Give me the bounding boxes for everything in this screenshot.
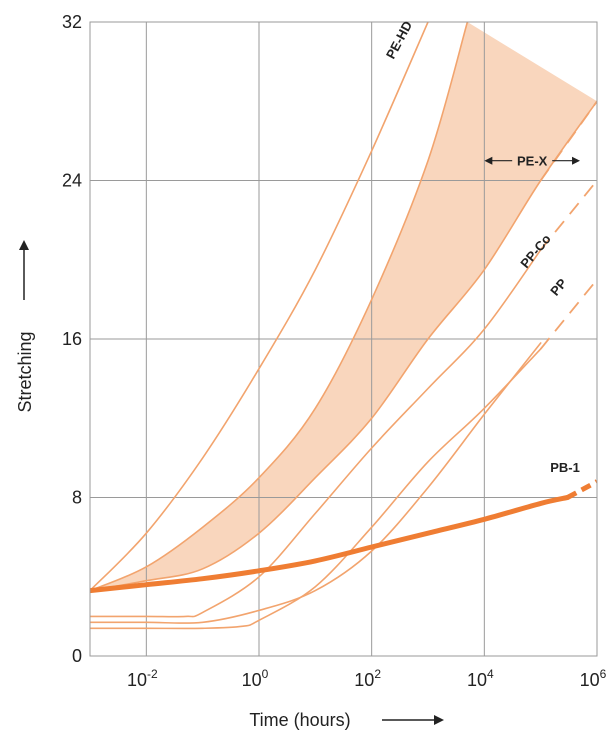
x-tick-base-1: 10: [242, 670, 262, 690]
series-line-unnamed-1: [90, 22, 469, 592]
series-layer: [90, 22, 597, 630]
y-tick-labels: 0 8 16 24 32: [62, 12, 82, 666]
series-line-unnamed-5: [90, 342, 542, 624]
dashed-extension-pp-co: [540, 179, 597, 251]
series-line-unnamed-2: [90, 100, 597, 592]
series-line-pp: [90, 348, 542, 630]
y-tick-label-0: 0: [72, 646, 82, 666]
series-line-pp-co: [90, 249, 542, 618]
series-label-pp-co: PP-Co: [517, 231, 554, 271]
x-tick-exponent-0: -2: [147, 667, 158, 681]
x-axis-label: Time (hours): [249, 710, 350, 730]
pe-x-band: [90, 22, 597, 591]
x-tick-label-0: 10-2: [127, 667, 158, 690]
series-line-pb-1: [90, 495, 570, 594]
x-tick-label-3: 104: [467, 667, 494, 690]
x-tick-exponent-2: 2: [374, 667, 381, 681]
x-tick-base-4: 10: [580, 670, 600, 690]
x-tick-labels: 10-2 100 102 104 106: [127, 667, 607, 690]
dashed-extension-pe-x: [539, 100, 597, 182]
y-axis-label: Stretching: [15, 331, 35, 412]
x-tick-label-1: 100: [242, 667, 269, 690]
x-tick-base-2: 10: [354, 670, 374, 690]
pe-x-arrowhead-left: [484, 156, 493, 165]
y-axis-arrowhead: [19, 240, 29, 250]
series-line-pe-hd: [90, 22, 429, 592]
series-label-pb-1: PB-1: [550, 460, 580, 475]
pe-x-arrowhead-right: [572, 156, 581, 165]
pe-x-band-layer: [90, 22, 597, 591]
x-tick-exponent-3: 4: [487, 667, 494, 681]
x-tick-exponent-1: 0: [262, 667, 269, 681]
x-tick-exponent-4: 6: [600, 667, 607, 681]
y-tick-label-4: 32: [62, 12, 82, 32]
y-tick-label-3: 24: [62, 171, 82, 191]
y-tick-label-2: 16: [62, 329, 82, 349]
x-tick-base-3: 10: [467, 670, 487, 690]
series-label-pp: PP: [547, 275, 570, 298]
x-tick-label-2: 102: [354, 667, 381, 690]
pe-x-range-annotation: PE-X: [484, 154, 581, 169]
x-axis-arrowhead: [434, 715, 444, 725]
series-label-pe-x: PE-X: [517, 154, 548, 169]
plot-frame: [89, 21, 598, 657]
x-tick-label-4: 106: [580, 667, 607, 690]
dashed-extension-pp: [540, 279, 597, 350]
series-label-pe-hd: PE-HD: [383, 19, 415, 62]
dashed-extension-layer: [539, 100, 597, 500]
y-tick-label-1: 8: [72, 488, 82, 508]
x-tick-base-0: 10: [127, 670, 147, 690]
dashed-extension-pb-1: [566, 479, 597, 500]
